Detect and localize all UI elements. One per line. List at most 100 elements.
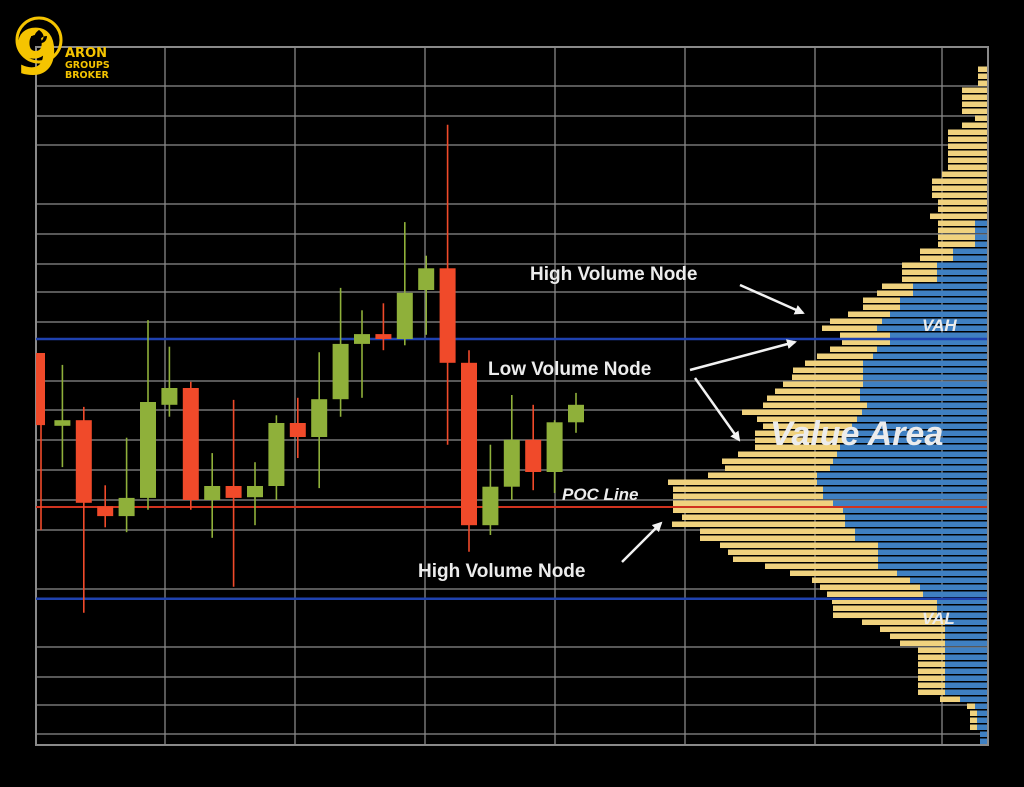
profile-bar <box>962 122 987 128</box>
profile-value-area-bar <box>877 346 987 352</box>
profile-value-area-bar <box>843 507 987 513</box>
profile-bar <box>962 94 987 100</box>
profile-value-area-bar <box>863 381 987 387</box>
profile-bar <box>765 563 987 569</box>
profile-value-area-bar <box>913 283 987 289</box>
profile-value-area-bar <box>817 472 987 478</box>
profile-value-area-bar <box>977 724 987 730</box>
profile-value-area-bar <box>817 479 987 485</box>
profile-value-area-bar <box>845 514 987 520</box>
profile-value-area-bar <box>900 304 987 310</box>
bullish-candle <box>204 453 221 538</box>
high-volume-node-bottom-label: High Volume Node <box>418 561 585 582</box>
profile-bar <box>948 157 987 163</box>
profile-bar <box>890 633 987 639</box>
val-label: VAL <box>922 609 955 628</box>
bullish-candle <box>311 352 328 489</box>
candle-body <box>182 388 199 500</box>
profile-bar <box>978 80 987 86</box>
profile-bar <box>975 115 987 121</box>
candle-body <box>204 486 221 500</box>
profile-bar <box>938 241 987 247</box>
value-area-label: Value Area <box>770 415 943 453</box>
bullish-candle <box>503 395 520 500</box>
candle-body <box>75 420 92 503</box>
profile-value-area-bar <box>960 696 987 702</box>
candle-body <box>354 334 370 344</box>
profile-bar <box>938 220 987 226</box>
profile-bar <box>948 150 987 156</box>
profile-value-area-bar <box>823 486 987 492</box>
profile-value-area-bar <box>913 290 987 296</box>
profile-bar <box>862 619 987 625</box>
profile-value-area-bar <box>855 528 987 534</box>
profile-value-area-bar <box>945 633 987 639</box>
candle-body <box>482 486 499 526</box>
profile-bar <box>962 101 987 107</box>
profile-value-area-bar <box>862 409 987 415</box>
profile-value-area-bar <box>845 521 987 527</box>
profile-bar <box>930 213 987 219</box>
profile-value-area-bar <box>837 451 987 457</box>
profile-value-area-bar <box>920 584 987 590</box>
volume-profile <box>668 66 987 744</box>
candle-body <box>225 486 242 498</box>
profile-value-area-bar <box>945 626 987 632</box>
profile-bar <box>978 66 987 72</box>
profile-bar <box>827 591 987 597</box>
candle-body <box>396 292 413 339</box>
profile-bar <box>672 521 987 527</box>
profile-value-area-bar <box>897 570 987 576</box>
profile-bar <box>833 612 987 618</box>
profile-bar <box>948 143 987 149</box>
profile-bar <box>833 605 987 611</box>
bullish-candle <box>354 310 370 398</box>
candlesticks <box>36 124 584 613</box>
profile-bar <box>720 542 987 548</box>
candle-body <box>546 422 563 472</box>
leaf-icon <box>31 30 47 44</box>
profile-bar <box>812 577 987 583</box>
bullish-candle <box>118 437 135 533</box>
profile-bar <box>938 199 987 205</box>
candle-body <box>247 486 263 498</box>
logo: 9 ARON GROUPS BROKER <box>15 16 110 89</box>
profile-value-area-bar <box>823 493 987 499</box>
low-volume-node-label: Low Volume Node <box>488 359 651 380</box>
candle-body <box>118 497 135 517</box>
candle-body <box>140 402 156 498</box>
profile-value-area-bar <box>890 311 987 317</box>
profile-bar <box>938 206 987 212</box>
profile-value-area-bar <box>844 437 987 443</box>
profile-value-area-bar <box>937 612 987 618</box>
profile-value-area-bar <box>945 654 987 660</box>
profile-value-area-bar <box>975 703 987 709</box>
profile-bar <box>900 640 987 646</box>
profile-value-area-bar <box>890 339 987 345</box>
arrow-hvn-bottom <box>621 521 663 563</box>
profile-value-area-bar <box>900 297 987 303</box>
bullish-candle <box>247 462 263 526</box>
candle-body <box>332 343 349 400</box>
bearish-candle <box>182 381 199 510</box>
arrow-lvn-upper <box>689 339 797 372</box>
profile-value-area-bar <box>945 689 987 695</box>
profile-bar <box>932 185 987 191</box>
profile-bar <box>832 598 987 604</box>
candle-body <box>311 399 328 437</box>
profile-bar <box>820 584 987 590</box>
arrow-lvn-lower <box>693 377 741 442</box>
profile-value-area-bar <box>977 710 987 716</box>
profile-value-area-bar <box>878 542 987 548</box>
candle-body <box>268 423 285 486</box>
candle-body <box>461 362 477 526</box>
bearish-candle <box>439 124 456 445</box>
candle-body <box>289 423 306 437</box>
profile-bar <box>942 171 987 177</box>
profile-bar <box>700 528 987 534</box>
profile-value-area-bar <box>890 332 987 338</box>
profile-value-area-bar <box>847 430 987 436</box>
logo-numeral: 9 <box>15 16 58 89</box>
bearish-candle <box>461 350 477 552</box>
